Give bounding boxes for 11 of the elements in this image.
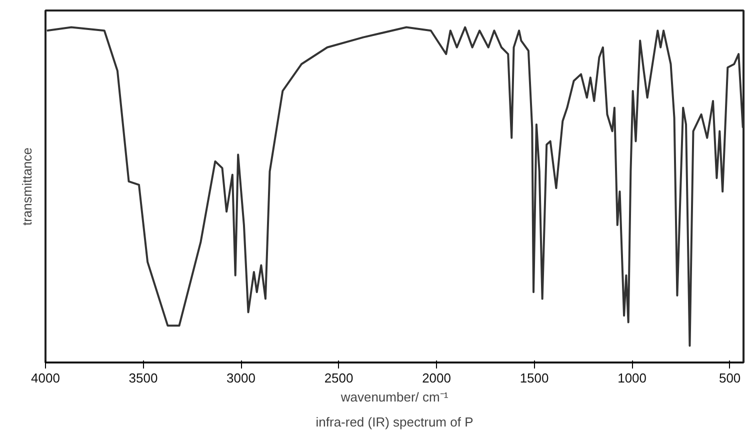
- x-axis-title: wavenumber/ cm⁻¹: [340, 390, 449, 404]
- x-tick-label: 1500: [520, 370, 549, 386]
- x-tick-label: 2500: [324, 370, 354, 386]
- x-tick-label: 4000: [31, 370, 60, 386]
- x-tick-label: 500: [718, 370, 741, 386]
- x-tick-label: 3000: [226, 370, 256, 386]
- x-tick-label: 3500: [128, 370, 158, 386]
- text: infra-red (IR) spectrum of P: [316, 414, 474, 430]
- x-tick-label: 2000: [422, 370, 451, 386]
- y-axis-title: transmittance: [20, 147, 34, 226]
- x-tick-label: 1000: [618, 370, 647, 386]
